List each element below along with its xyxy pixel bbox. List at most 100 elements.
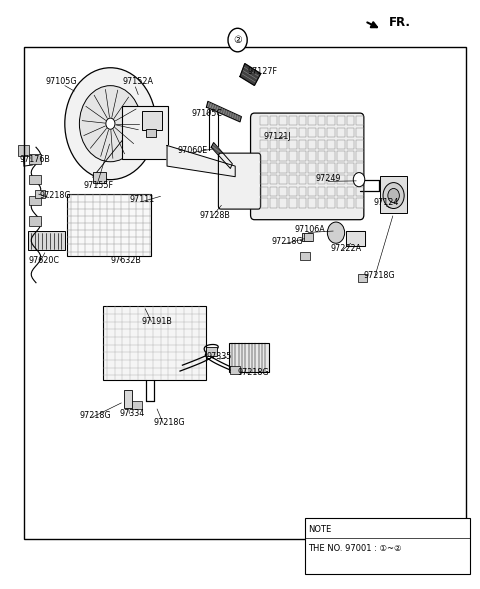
Circle shape: [388, 188, 399, 203]
Bar: [279, 128, 287, 137]
Bar: [29, 216, 41, 226]
Bar: [327, 140, 335, 149]
Bar: [260, 140, 268, 149]
Bar: [146, 129, 156, 137]
Text: 97218G: 97218G: [271, 237, 303, 246]
Bar: [260, 116, 268, 125]
Bar: [67, 194, 151, 256]
Text: 97218G: 97218G: [79, 411, 111, 420]
Bar: [279, 198, 287, 208]
Bar: [347, 175, 354, 184]
Circle shape: [106, 118, 115, 130]
Bar: [289, 116, 297, 125]
Bar: [279, 163, 287, 173]
Bar: [289, 163, 297, 173]
Bar: [279, 187, 287, 196]
Text: 97124: 97124: [373, 197, 399, 207]
Bar: [289, 198, 297, 208]
Bar: [103, 306, 206, 380]
Text: 97222A: 97222A: [330, 244, 361, 253]
Bar: [308, 116, 316, 125]
Bar: [327, 163, 335, 173]
Bar: [308, 175, 316, 184]
Bar: [327, 175, 335, 184]
Bar: [206, 347, 217, 356]
Bar: [356, 198, 364, 208]
Bar: [230, 366, 240, 374]
Bar: [356, 175, 364, 184]
Polygon shape: [346, 231, 365, 246]
Bar: [327, 198, 335, 208]
Bar: [270, 163, 277, 173]
Bar: [302, 233, 312, 241]
Bar: [337, 151, 345, 161]
Bar: [347, 163, 354, 173]
Bar: [347, 116, 354, 125]
Bar: [289, 128, 297, 137]
Bar: [356, 163, 364, 173]
Circle shape: [79, 85, 142, 162]
Bar: [299, 198, 306, 208]
Bar: [327, 128, 335, 137]
Bar: [308, 198, 316, 208]
Bar: [279, 151, 287, 161]
Bar: [347, 140, 354, 149]
Bar: [318, 151, 325, 161]
Text: 97106A: 97106A: [295, 225, 325, 234]
Bar: [308, 163, 316, 173]
FancyBboxPatch shape: [251, 113, 364, 220]
Bar: [337, 116, 345, 125]
Bar: [18, 145, 29, 156]
Text: ②: ②: [233, 35, 242, 45]
Bar: [337, 140, 345, 149]
Bar: [229, 343, 269, 372]
Bar: [270, 116, 277, 125]
Bar: [305, 518, 470, 574]
Bar: [124, 390, 132, 408]
Bar: [289, 175, 297, 184]
Bar: [270, 151, 277, 161]
Bar: [304, 233, 313, 241]
Bar: [132, 401, 142, 409]
Text: 97218G: 97218G: [238, 368, 269, 378]
Text: 97249: 97249: [316, 174, 341, 183]
Bar: [318, 198, 325, 208]
Bar: [270, 128, 277, 137]
Text: 97128B: 97128B: [199, 211, 230, 220]
Bar: [356, 116, 364, 125]
Circle shape: [327, 222, 345, 243]
Bar: [29, 154, 41, 164]
Bar: [358, 274, 367, 282]
Bar: [337, 128, 345, 137]
Bar: [270, 198, 277, 208]
Text: 97218G: 97218G: [363, 270, 395, 280]
Text: 97191B: 97191B: [142, 316, 172, 326]
Polygon shape: [206, 101, 241, 122]
Bar: [260, 151, 268, 161]
Bar: [270, 187, 277, 196]
Bar: [356, 128, 364, 137]
Polygon shape: [240, 64, 261, 85]
Bar: [299, 140, 306, 149]
Bar: [347, 151, 354, 161]
Circle shape: [353, 173, 365, 187]
Bar: [260, 163, 268, 173]
Text: 97155F: 97155F: [84, 181, 114, 190]
Bar: [318, 175, 325, 184]
Text: THE NO. 97001 : ①~②: THE NO. 97001 : ①~②: [308, 544, 402, 554]
Text: 97335: 97335: [206, 352, 232, 362]
Text: 97105C: 97105C: [192, 108, 223, 118]
Bar: [299, 128, 306, 137]
Polygon shape: [167, 145, 235, 177]
Bar: [299, 187, 306, 196]
Bar: [308, 140, 316, 149]
Bar: [122, 106, 168, 159]
Bar: [356, 187, 364, 196]
Text: 97105G: 97105G: [46, 77, 77, 86]
Bar: [347, 128, 354, 137]
Bar: [347, 198, 354, 208]
Bar: [318, 128, 325, 137]
Bar: [337, 163, 345, 173]
Text: 97632B: 97632B: [110, 256, 141, 265]
Bar: [318, 140, 325, 149]
